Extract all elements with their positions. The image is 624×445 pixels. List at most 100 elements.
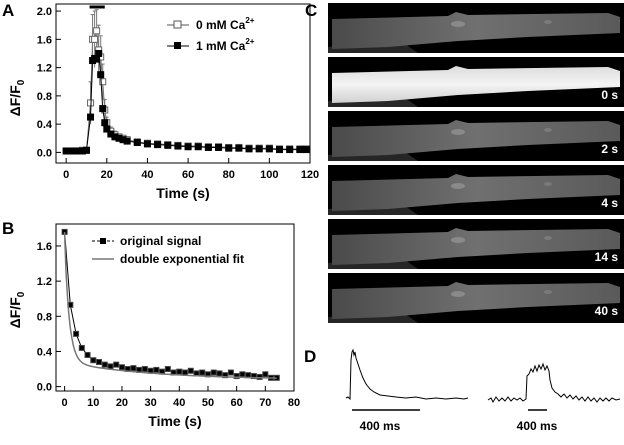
- frame-time-label: 14 s: [595, 250, 619, 264]
- chart-a-legend: 0 mM Ca2+ 1 mM Ca2+: [167, 16, 255, 53]
- data-point: [154, 141, 162, 149]
- data-point: [90, 357, 97, 364]
- chart-b-y-label: ΔF/F0: [7, 291, 27, 328]
- chart-a-x-ticks: 0 20 40 60 80 100 120: [63, 158, 319, 181]
- chart-b: 0.00.40.81.21.6 0 10 20 30 40 50 60 70 80 ΔF/F0 …: [7, 223, 300, 429]
- y-tick-label: 1.6: [37, 34, 52, 46]
- x-tick-label: 80: [223, 169, 235, 181]
- y-tick-label: 0.4: [37, 346, 53, 358]
- x-tick-label: 20: [101, 169, 113, 181]
- chart-b-x-ticks: 0 10 20 30 40 50 60 70 80: [62, 386, 300, 409]
- data-point: [286, 146, 294, 154]
- data-point: [276, 146, 284, 154]
- data-point: [210, 369, 217, 376]
- x-tick-label: 10: [87, 397, 99, 409]
- data-point: [96, 358, 103, 365]
- data-point: [255, 145, 263, 153]
- legend-label-1mm: 1 mM Ca2+: [196, 37, 255, 53]
- data-point: [215, 143, 223, 151]
- chart-b-x-label: Time (s): [148, 413, 201, 429]
- panel-label-d: D: [304, 347, 316, 366]
- data-point: [103, 125, 111, 133]
- data-point: [250, 373, 257, 380]
- data-point: [262, 371, 269, 378]
- y-tick-label: 0.0: [37, 382, 52, 394]
- chart-a-frame: [55, 3, 311, 164]
- legend-marker-filled-square: [174, 42, 181, 49]
- data-point: [184, 143, 192, 151]
- calcium-transient-trace-left: [345, 348, 469, 401]
- x-tick-label: 100: [260, 169, 278, 181]
- data-point: [95, 49, 103, 57]
- legend-marker-open-square: [173, 20, 182, 29]
- data-point: [78, 344, 85, 351]
- data-point: [93, 55, 101, 63]
- data-point: [256, 373, 263, 380]
- data-point: [302, 146, 310, 154]
- data-point: [176, 368, 183, 375]
- data-point: [123, 137, 131, 145]
- panel-label-c: C: [305, 1, 317, 20]
- microscopy-frame: 4 s: [328, 165, 624, 215]
- x-tick-label: 120: [301, 169, 319, 181]
- data-point: [141, 366, 148, 373]
- data-point: [99, 78, 107, 86]
- y-tick-label: 0.4: [37, 119, 53, 131]
- chart-b-frame: [55, 223, 295, 392]
- y-tick-label: 0.8: [37, 311, 52, 323]
- calcium-transient-trace-right: [487, 362, 621, 404]
- data-point: [182, 369, 189, 376]
- data-point: [199, 369, 206, 376]
- legend-label-signal: original signal: [120, 234, 201, 248]
- myocyte-cell: [332, 66, 620, 103]
- data-point: [97, 71, 105, 79]
- data-point: [164, 141, 172, 149]
- x-tick-label: 80: [288, 397, 300, 409]
- y-tick-label: 1.2: [37, 276, 52, 288]
- data-point: [113, 361, 120, 368]
- trace-right: 400 ms: [487, 362, 621, 433]
- x-tick-label: 50: [202, 397, 214, 409]
- data-point: [216, 370, 223, 377]
- microscopy-frame: [328, 3, 624, 53]
- x-tick-label: 0: [62, 397, 68, 409]
- data-point: [91, 35, 99, 43]
- microscopy-frame: 0 s: [328, 57, 624, 107]
- data-point: [84, 351, 91, 358]
- panel-label-a: A: [2, 1, 14, 20]
- nucleus-spot: [451, 129, 465, 135]
- x-tick-label: 60: [231, 397, 243, 409]
- data-point: [204, 143, 212, 151]
- trace-left: 400 ms: [345, 348, 469, 433]
- nucleus-spot: [544, 236, 552, 240]
- frame-time-label: 0 s: [601, 88, 618, 102]
- chart-a: 0.0 0.4 0.8 1.2 1.6 2.0 0 20 40 60 80 100 120 ΔF/F0…: [7, 3, 319, 201]
- nucleus-spot: [544, 20, 552, 24]
- nucleus-spot: [544, 290, 552, 294]
- y-tick-label: 0.0: [37, 147, 52, 159]
- data-point: [194, 143, 202, 151]
- data-point: [101, 361, 108, 368]
- data-point: [164, 366, 171, 373]
- chart-a-y-label: ΔF/F0: [7, 79, 27, 116]
- data-point: [265, 145, 273, 153]
- panel-label-b: B: [2, 219, 14, 238]
- series-line: [66, 53, 306, 152]
- nucleus-spot: [451, 21, 465, 27]
- data-point: [143, 140, 151, 148]
- chart-a-y-ticks: 0.0 0.4 0.8 1.2 1.6 2.0: [37, 6, 61, 159]
- image-strip: 0 s 2 s 4 s 14 s 40 s: [328, 3, 624, 323]
- nucleus-spot: [451, 291, 465, 297]
- x-tick-label: 20: [116, 397, 128, 409]
- x-tick-label: 60: [182, 169, 194, 181]
- y-tick-label: 1.6: [37, 241, 52, 253]
- nucleus-spot: [544, 128, 552, 132]
- frame-time-label: 4 s: [601, 196, 618, 210]
- x-tick-label: 70: [259, 397, 271, 409]
- data-point: [73, 330, 80, 337]
- frame-time-label: 40 s: [595, 304, 619, 318]
- x-tick-label: 40: [173, 397, 185, 409]
- x-tick-label: 30: [145, 397, 157, 409]
- data-point: [107, 363, 114, 370]
